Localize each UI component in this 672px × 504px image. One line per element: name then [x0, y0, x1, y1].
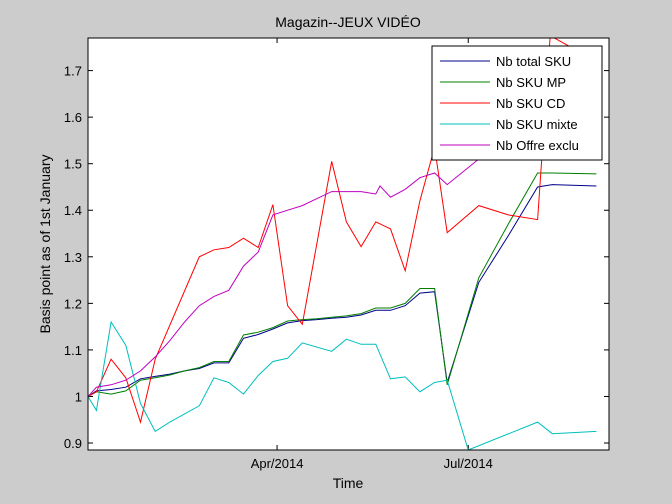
legend-label: Nb SKU mixte — [496, 117, 578, 132]
plot-frame — [87, 37, 610, 451]
y-tick-label: 1.5 — [64, 157, 82, 172]
legend-label: Nb total SKU — [496, 54, 571, 69]
y-tick-label: 0.9 — [64, 436, 82, 451]
y-tick-label: 1.1 — [64, 343, 82, 358]
series-lines — [88, 38, 597, 450]
axis-ticks: 0.9 1 1.1 1.2 1.3 1.4 1.5 1.6 1.7 Apr/2014 Jul/201… — [64, 38, 609, 471]
y-tick-label: 1.6 — [64, 110, 82, 125]
series-line-nb-sku-cd — [88, 38, 597, 424]
x-axis-label: Time — [333, 475, 364, 491]
legend-label: Nb SKU CD — [496, 96, 565, 111]
x-tick-label: Apr/2014 — [251, 456, 304, 471]
y-tick-label: 1.7 — [64, 64, 82, 79]
series-line-nb-sku-mixte — [88, 320, 597, 450]
legend-label: Nb SKU MP — [496, 75, 566, 90]
series-line-nb-offre-exclu — [88, 121, 597, 397]
y-tick-label: 1.2 — [64, 296, 82, 311]
y-axis-label: Basis point as of 1st January — [37, 155, 53, 334]
chart-title: Magazin--JEUX VIDÉO — [275, 14, 421, 30]
y-tick-label: 1 — [75, 389, 82, 404]
x-tick-label: Jul/2014 — [444, 456, 493, 471]
legend-label: Nb Offre exclu — [496, 138, 579, 153]
y-tick-label: 1.4 — [64, 203, 82, 218]
legend: Nb total SKU Nb SKU MP Nb SKU CD Nb SKU mix… — [431, 45, 603, 161]
series-line-nb-sku-mp — [88, 172, 597, 397]
y-tick-label: 1.3 — [64, 250, 82, 265]
